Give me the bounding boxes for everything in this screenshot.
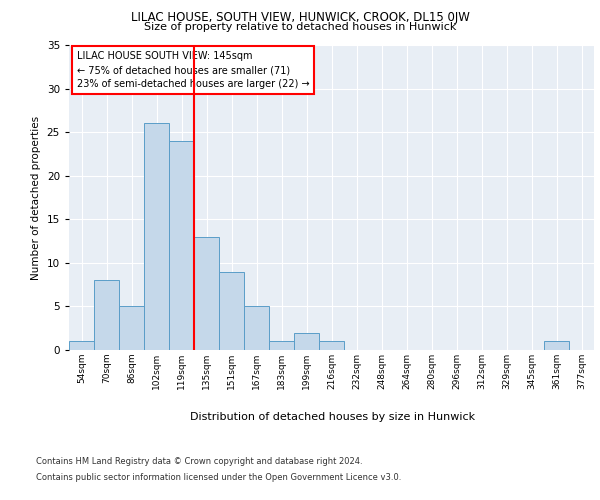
Bar <box>319 342 344 350</box>
Text: Distribution of detached houses by size in Hunwick: Distribution of detached houses by size … <box>190 412 476 422</box>
Text: LILAC HOUSE, SOUTH VIEW, HUNWICK, CROOK, DL15 0JW: LILAC HOUSE, SOUTH VIEW, HUNWICK, CROOK,… <box>131 11 469 24</box>
Bar <box>169 141 194 350</box>
Bar <box>269 342 294 350</box>
Bar <box>544 342 569 350</box>
Text: Size of property relative to detached houses in Hunwick: Size of property relative to detached ho… <box>144 22 456 32</box>
Y-axis label: Number of detached properties: Number of detached properties <box>31 116 41 280</box>
Bar <box>194 236 219 350</box>
Bar <box>119 306 144 350</box>
Text: Contains HM Land Registry data © Crown copyright and database right 2024.: Contains HM Land Registry data © Crown c… <box>36 458 362 466</box>
Bar <box>219 272 244 350</box>
Bar <box>144 124 169 350</box>
Bar <box>244 306 269 350</box>
Bar <box>294 332 319 350</box>
Bar <box>69 342 94 350</box>
Bar <box>94 280 119 350</box>
Text: Contains public sector information licensed under the Open Government Licence v3: Contains public sector information licen… <box>36 472 401 482</box>
Text: LILAC HOUSE SOUTH VIEW: 145sqm
← 75% of detached houses are smaller (71)
23% of : LILAC HOUSE SOUTH VIEW: 145sqm ← 75% of … <box>77 51 310 89</box>
